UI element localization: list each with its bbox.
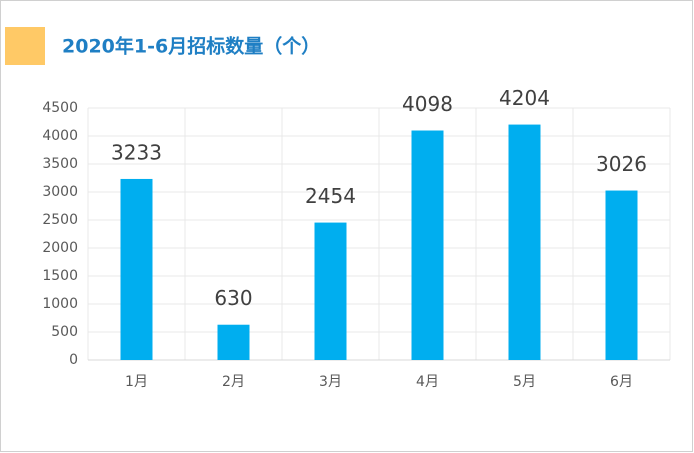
y-tick-label: 2000: [42, 240, 78, 256]
x-tick-label: 4月: [416, 374, 439, 390]
value-label: 630: [214, 286, 252, 310]
y-tick-label: 4000: [42, 128, 78, 144]
x-tick-label: 1月: [125, 374, 148, 390]
y-tick-label: 2500: [42, 212, 78, 228]
value-label: 3233: [111, 140, 162, 164]
bar: [217, 324, 250, 360]
chart-title: 2020年1-6月招标数量（个）: [62, 35, 320, 58]
value-label: 4204: [499, 86, 550, 110]
x-tick-label: 5月: [513, 374, 536, 390]
y-tick-label: 3000: [42, 184, 78, 200]
bar: [314, 222, 347, 360]
value-label: 3026: [596, 152, 647, 176]
y-tick-label: 0: [69, 352, 78, 368]
bar: [605, 190, 638, 360]
y-tick-label: 1500: [42, 268, 78, 284]
y-tick-label: 1000: [42, 296, 78, 312]
value-label: 2454: [305, 184, 356, 208]
bar: [411, 130, 444, 360]
value-label: 4098: [402, 92, 453, 116]
x-tick-label: 6月: [610, 374, 633, 390]
bar: [120, 178, 153, 360]
bar: [508, 124, 541, 361]
x-tick-label: 2月: [222, 374, 245, 390]
y-tick-label: 4500: [42, 100, 78, 116]
y-tick-label: 500: [51, 324, 78, 340]
x-tick-label: 3月: [319, 374, 342, 390]
title-marker: [5, 27, 45, 65]
y-tick-label: 3500: [42, 156, 78, 172]
